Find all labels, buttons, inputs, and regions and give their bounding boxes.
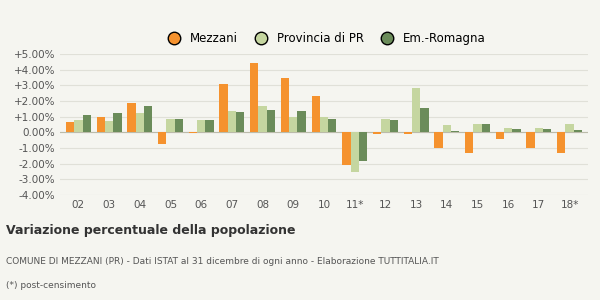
Bar — [298, 111, 306, 132]
Bar — [105, 121, 113, 132]
Text: (*) post-censimento: (*) post-censimento — [6, 281, 96, 290]
Bar — [189, 132, 197, 133]
Bar — [289, 117, 298, 132]
Bar — [565, 124, 574, 132]
Bar — [443, 124, 451, 132]
Bar — [557, 132, 565, 153]
Bar — [259, 106, 267, 132]
Bar — [74, 120, 83, 132]
Bar — [236, 112, 244, 132]
Bar — [512, 129, 521, 132]
Bar — [136, 113, 144, 132]
Bar — [320, 117, 328, 132]
Bar — [420, 108, 428, 132]
Bar — [381, 119, 389, 132]
Bar — [473, 124, 482, 132]
Bar — [328, 119, 337, 132]
Bar — [97, 117, 105, 132]
Bar — [504, 128, 512, 132]
Bar — [574, 130, 582, 132]
Bar — [389, 120, 398, 132]
Bar — [228, 111, 236, 132]
Bar — [373, 132, 381, 134]
Bar — [543, 129, 551, 132]
Bar — [342, 132, 350, 165]
Legend: Mezzani, Provincia di PR, Em.-Romagna: Mezzani, Provincia di PR, Em.-Romagna — [159, 29, 489, 49]
Bar — [434, 132, 443, 148]
Bar — [250, 63, 259, 132]
Bar — [311, 95, 320, 132]
Bar — [451, 131, 459, 132]
Bar — [465, 132, 473, 154]
Bar — [220, 84, 228, 132]
Text: Variazione percentuale della popolazione: Variazione percentuale della popolazione — [6, 224, 296, 237]
Bar — [175, 119, 183, 132]
Bar — [496, 132, 504, 139]
Bar — [66, 122, 74, 132]
Bar — [158, 132, 166, 144]
Bar — [412, 88, 420, 132]
Bar — [526, 132, 535, 148]
Bar — [359, 132, 367, 161]
Bar — [113, 113, 122, 132]
Bar — [205, 120, 214, 132]
Bar — [404, 132, 412, 134]
Bar — [350, 132, 359, 172]
Bar — [83, 115, 91, 132]
Text: COMUNE DI MEZZANI (PR) - Dati ISTAT al 31 dicembre di ogni anno - Elaborazione T: COMUNE DI MEZZANI (PR) - Dati ISTAT al 3… — [6, 257, 439, 266]
Bar — [127, 103, 136, 132]
Bar — [144, 106, 152, 132]
Bar — [535, 128, 543, 132]
Bar — [281, 78, 289, 132]
Bar — [166, 119, 175, 132]
Bar — [267, 110, 275, 132]
Bar — [197, 120, 205, 132]
Bar — [482, 124, 490, 132]
